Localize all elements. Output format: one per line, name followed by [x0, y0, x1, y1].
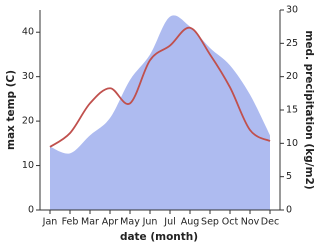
- x-tick-label: Sep: [201, 217, 219, 228]
- y2-tick-label: 20: [286, 71, 298, 82]
- y2-axis-label: med. precipitation (kg/m2): [303, 30, 315, 189]
- x-tick-label: Jan: [42, 217, 58, 228]
- x-tick-label: May: [120, 217, 140, 228]
- y-tick-label: 20: [22, 116, 34, 127]
- y2-tick-label: 15: [286, 105, 298, 116]
- y2-tick-label: 0: [286, 205, 292, 216]
- y-axis-label: max temp (C): [5, 70, 17, 150]
- x-tick-label: Oct: [222, 217, 239, 228]
- y-tick-label: 30: [22, 71, 34, 82]
- x-tick-label: Jul: [163, 217, 175, 228]
- temp-line: [49, 26, 271, 148]
- x-tick-label: Nov: [241, 217, 260, 228]
- precipitation-area: [50, 15, 270, 210]
- x-tick-label: Feb: [62, 217, 79, 228]
- x-tick-label: Apr: [102, 217, 119, 228]
- y2-tick-label: 25: [286, 38, 298, 49]
- y-tick-label: 40: [22, 27, 34, 38]
- x-axis-label: date (month): [120, 231, 198, 243]
- y-tick-label: 10: [22, 160, 34, 171]
- x-tick-label: Jun: [142, 217, 158, 228]
- y2-tick-label: 10: [286, 138, 298, 149]
- y2-tick-label: 5: [286, 171, 292, 182]
- x-tick-label: Mar: [81, 217, 99, 228]
- y2-tick-label: 30: [286, 5, 298, 16]
- y-tick-label: 0: [28, 205, 34, 216]
- x-tick-label: Dec: [261, 217, 279, 228]
- x-tick-label: Aug: [181, 217, 200, 228]
